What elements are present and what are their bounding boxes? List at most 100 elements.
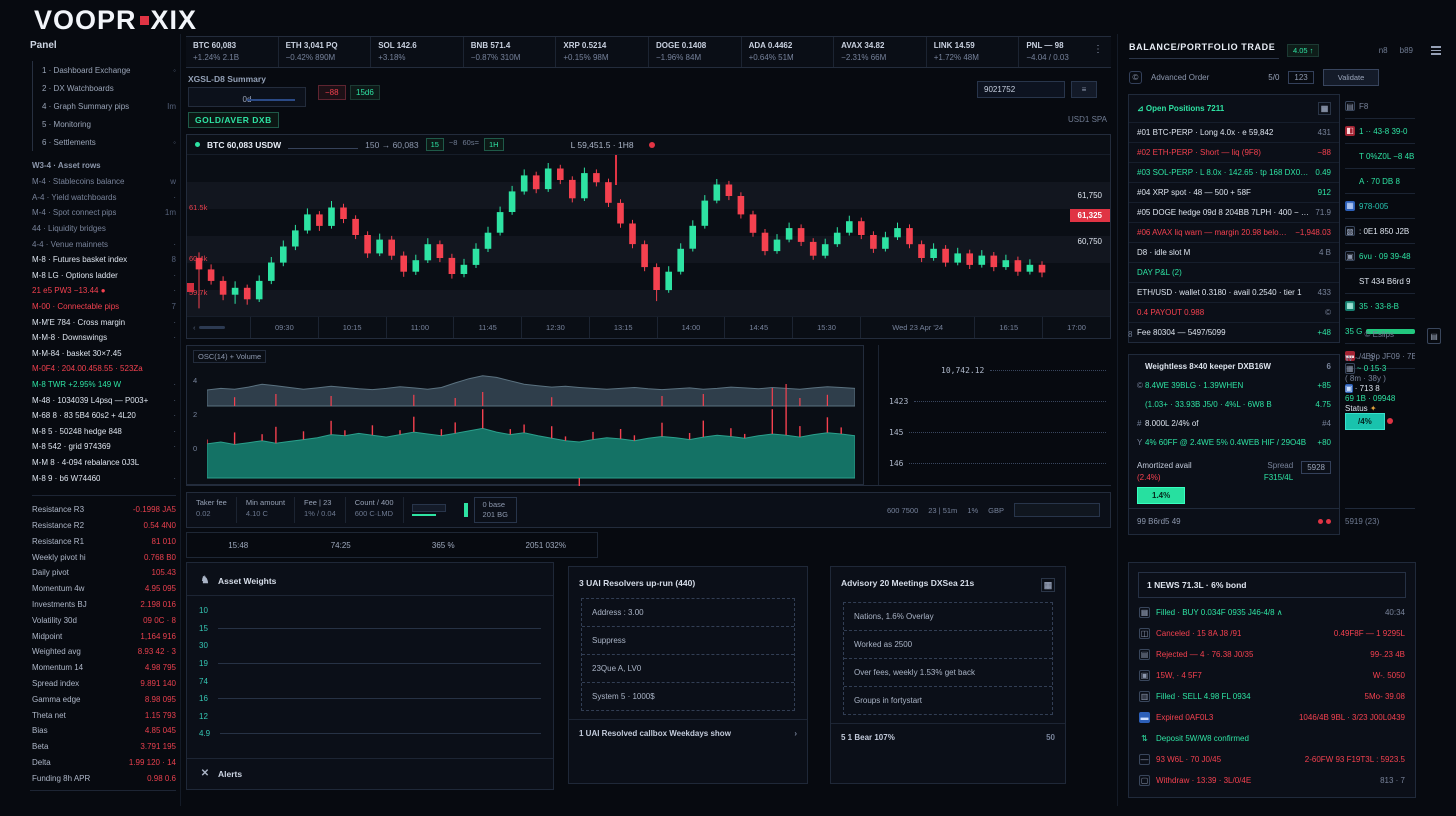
gauge-row[interactable]: 16 [199, 690, 541, 708]
watchlist-item[interactable]: M-8 9 · b6 W74460 · [32, 470, 176, 486]
stat-row[interactable]: Investments BJ 2.198 016 [32, 597, 176, 613]
sidebar-nav-item[interactable]: 1 · Dashboard Exchange ◦ [42, 61, 176, 79]
stat-row[interactable]: Bias 4.85 045 [32, 723, 176, 739]
stat-row[interactable]: Funding 8h APR 0.98 0.6 [32, 770, 176, 786]
gauge-row[interactable]: 10 [199, 602, 541, 620]
footer-input[interactable] [1014, 503, 1100, 517]
order-entry-row[interactable]: (1.03+ · 33.93B J5/0 · 4%L · 6W8 B 4.75 [1129, 395, 1339, 414]
indicator-panel[interactable]: OSC(14) + Volume 4 2 0 [186, 345, 864, 485]
stat-row[interactable]: Weighted avg 8.93 42 · 3 [32, 644, 176, 660]
chart-scrollbar[interactable]: ‹ [187, 317, 251, 338]
position-row[interactable]: ETH/USD · wallet 0.3180 · avail 0.2540 ·… [1129, 282, 1339, 302]
validate-button[interactable]: Validate [1323, 69, 1380, 86]
position-row[interactable]: #04 XRP spot · 48 — 500 + 58F 912 [1129, 182, 1339, 202]
stat-row[interactable]: Resistance R3 -0.1998 JA5 [32, 502, 176, 518]
watchlist-item[interactable]: M-4 · Stablecoins balance w [32, 174, 176, 190]
trade-row[interactable]: ▬ Expired 0AF0L3 1046/4B 9BL · 3/23 J00L… [1129, 707, 1415, 728]
mini-row[interactable]: ▦ 35 · 33-8-B [1345, 294, 1415, 319]
interval-chip[interactable]: 15d6 [350, 85, 380, 100]
gauge-row[interactable]: 12 [199, 708, 541, 726]
watchlist-item[interactable]: M-M'E 784 · Cross margin · [32, 314, 176, 330]
position-row[interactable]: DAY P&L (2) [1129, 262, 1339, 282]
sidebar-nav-item[interactable]: 2 · DX Watchboards [42, 79, 176, 97]
order-entry-row[interactable]: Y 4% 60FF @ 2.4WE 5% 0.4WEB HIF / 29O4B … [1129, 433, 1339, 452]
order-entry-row[interactable]: # 8.000L 2/4% of #4 [1129, 414, 1339, 433]
ticker-cell[interactable]: LINK 14.59 +1.72% 48M [927, 37, 1020, 67]
x-axis-label[interactable]: 13:15 [590, 317, 658, 338]
meeting-row[interactable]: Over fees, weekly 1.53% get back [844, 659, 1052, 687]
mini-row[interactable]: ▤ F8 [1345, 94, 1415, 119]
sidebar-nav-item[interactable]: 5 · Monitoring [42, 115, 176, 133]
ticker-menu-icon[interactable]: ⋮ [1093, 44, 1103, 55]
position-row[interactable]: D8 · idle slot M 4 B [1129, 242, 1339, 262]
expand-icon[interactable]: ▦ [1041, 578, 1055, 592]
symbol-search-input[interactable] [977, 81, 1065, 98]
trade-row[interactable]: ⇅ Deposit 5W/W8 confirmed [1129, 728, 1415, 749]
stat-row[interactable]: Weekly pivot hi 0.768 B0 [32, 549, 176, 565]
trade-row[interactable]: ▣ 15W, · 4 5F7 W-. 5050 [1129, 665, 1415, 686]
timeframe-tab[interactable]: 0d [188, 87, 306, 107]
alerts-footer[interactable]: ✕ Alerts [187, 758, 553, 789]
mini-row[interactable]: ▩ : 0E1 850 J2B [1345, 219, 1415, 244]
position-row[interactable]: #06 AVAX liq warn — margin 20.98 below J… [1129, 222, 1339, 242]
watchlist-item[interactable]: M-4 · Spot connect pips 1m [32, 205, 176, 221]
x-axis-label[interactable]: 12:30 [522, 317, 590, 338]
scroll-handle[interactable] [199, 326, 225, 329]
x-axis-label[interactable]: 14:00 [658, 317, 726, 338]
note-box[interactable]: 0 base 201 BG [474, 497, 517, 523]
ticker-cell[interactable]: XRP 0.5214 +0.15% 98M [556, 37, 649, 67]
toggle-track[interactable] [412, 504, 446, 512]
symbol-search-button[interactable]: ≡ [1071, 81, 1097, 98]
mini-row[interactable]: ▦ 978-005 [1345, 194, 1415, 219]
timeframe-chip[interactable]: 15 [426, 138, 444, 151]
watchlist-item[interactable]: M-8 LG · Options ladder · [32, 268, 176, 284]
timeframe-chip[interactable]: 60s= [462, 138, 478, 151]
calculator-icon[interactable]: ▤ [1427, 328, 1441, 344]
x-axis-label[interactable]: 09:30 [251, 317, 319, 338]
ticker-cell[interactable]: DOGE 0.1408 −1.96% 84M [649, 37, 742, 67]
trade-row[interactable]: ▥ Filled · SELL 4.98 FL 0934 5Mo- 39.08 [1129, 686, 1415, 707]
scroll-left-icon[interactable]: ‹ [193, 323, 196, 332]
meeting-row[interactable]: Groups in fortystart [844, 687, 1052, 714]
mini-row[interactable]: ▣ 6vu · 09 39-48 [1345, 244, 1415, 269]
buy-button[interactable]: 1.4% [1137, 487, 1185, 504]
mini2-row[interactable]: 69 1B · 09948 [1345, 394, 1415, 404]
stat-row[interactable]: Momentum 4w 4.95 095 [32, 581, 176, 597]
watchlist-item[interactable]: M-0F4 : 204.00.458.55 · 523Za [32, 361, 176, 377]
ticker-cell[interactable]: SOL 142.6 +3.18% [371, 37, 464, 67]
x-axis-label[interactable]: 14:45 [725, 317, 793, 338]
sidebar-nav-item[interactable]: 6 · Settlements ◦ [42, 133, 176, 151]
watchlist-item[interactable]: M-48 · 1034039 L4psq — P003+ · [32, 392, 176, 408]
resolver-row[interactable]: Address : 3.00 [582, 599, 794, 627]
watchlist-item[interactable]: M-8 TWR +2.95% 149 W · [32, 377, 176, 393]
mini-row[interactable]: ◧ 1 ·· 43-8 39-0 [1345, 119, 1415, 144]
mode-toggle[interactable] [412, 504, 456, 516]
watchlist-item[interactable]: M-00 · Connectable pips 7 [32, 299, 176, 315]
mini-row[interactable]: A · 70 DB 8 [1345, 169, 1415, 194]
watchlist-item[interactable]: M-8 5 · 50248 hedge 848 · [32, 424, 176, 440]
chevron-right-icon[interactable]: › [794, 729, 797, 738]
watchlist-item[interactable]: M-M-84 · basket 30×7.45 [32, 346, 176, 362]
ticker-cell[interactable]: ETH 3,041 PQ −0.42% 890M [279, 37, 372, 67]
stat-row[interactable]: Resistance R1 81 010 [32, 533, 176, 549]
resolver-row[interactable]: 23Que A, LV0 [582, 655, 794, 683]
gauge-row[interactable]: 30 [199, 637, 541, 655]
gauge-row[interactable]: 4.9 [199, 725, 541, 743]
position-row[interactable]: #02 ETH-PERP · Short — liq (9F8) −88 [1129, 142, 1339, 162]
order-chip[interactable]: 123 [1288, 71, 1313, 84]
watchlist-item[interactable]: M-8 542 · grid 974369 · [32, 439, 176, 455]
ticker-cell[interactable]: BNB 571.4 −0.87% 310M [464, 37, 557, 67]
mini2-row[interactable]: ( 8m · 38y ) [1345, 374, 1415, 384]
stat-row[interactable]: Midpoint 1,164 916 [32, 628, 176, 644]
watchlist-item[interactable]: 44 · Liquidity bridges [32, 221, 176, 237]
stat-row[interactable]: Volatility 30d 09 0C · 8 [32, 612, 176, 628]
advanced-order-label[interactable]: Advanced Order [1151, 73, 1209, 82]
sidebar-nav-item[interactable]: 4 · Graph Summary pips Im [42, 97, 176, 115]
stat-row[interactable]: Gamma edge 8.98 095 [32, 691, 176, 707]
timeframe-chip[interactable]: −8 [449, 138, 458, 151]
x-axis-label[interactable]: 11:45 [454, 317, 522, 338]
mini2-row[interactable]: ▦ ~ 0 15·3 [1345, 364, 1415, 374]
ticker-cell[interactable]: ADA 0.4462 +0.64% 51M [742, 37, 835, 67]
watchlist-item[interactable]: 4-4 · Venue mainnets · [32, 236, 176, 252]
watchlist-item[interactable]: M-M 8 · 4-094 rebalance 0J3L [32, 455, 176, 471]
